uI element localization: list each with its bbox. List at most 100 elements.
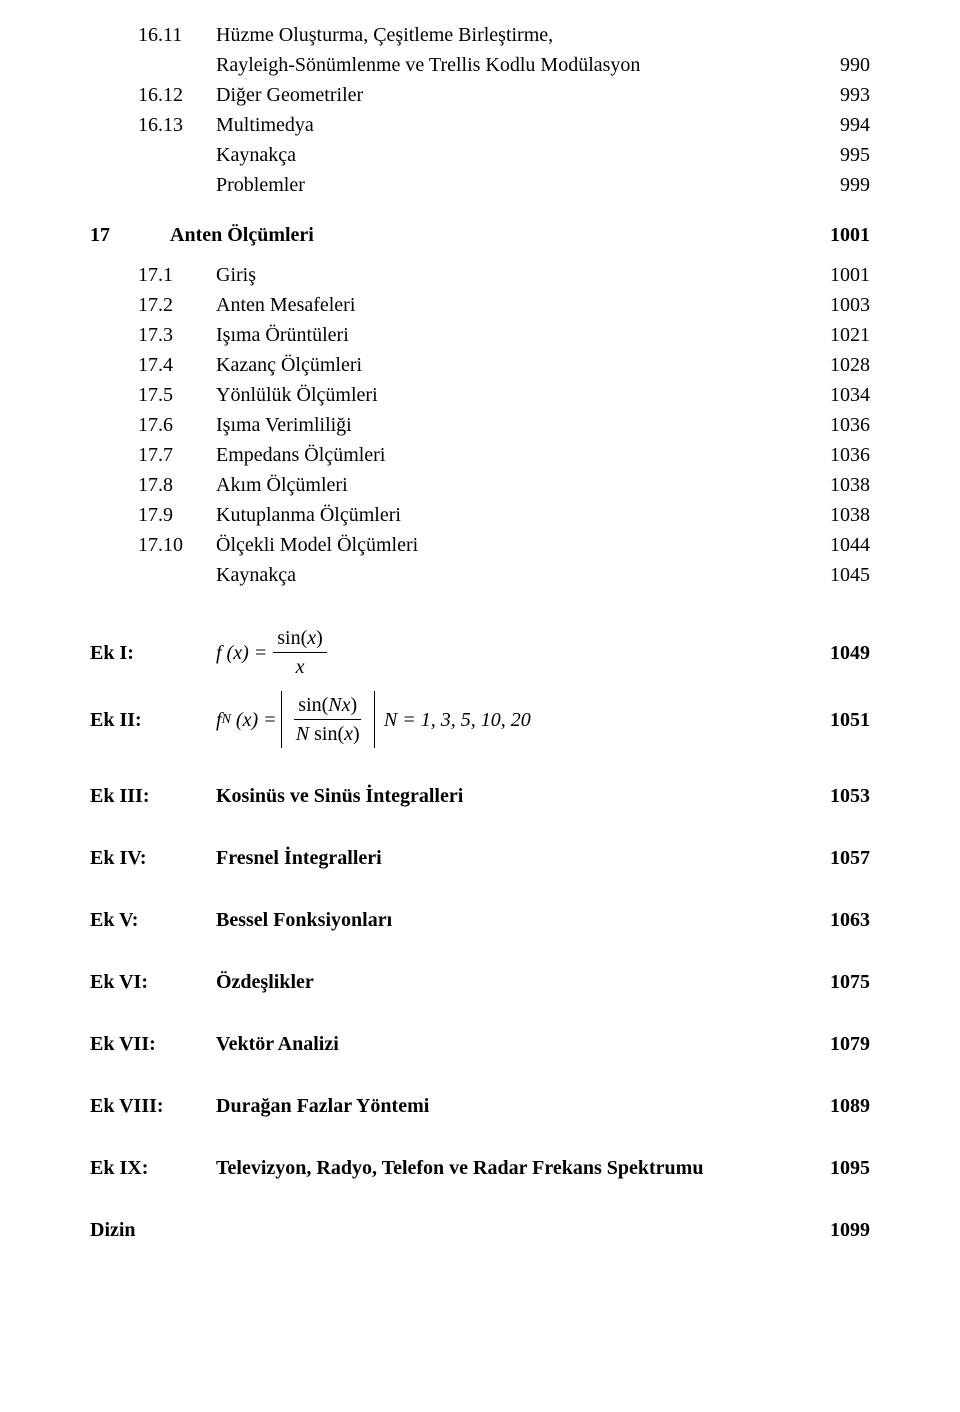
toc-entry: 17.4 Kazanç Ölçümleri 1028 — [90, 350, 870, 380]
appendix-label: Ek VII: — [90, 1030, 216, 1058]
page-number: 1003 — [810, 290, 870, 320]
index-label: Dizin — [90, 1216, 216, 1244]
toc-entry: 17.8 Akım Ölçümleri 1038 — [90, 470, 870, 500]
appendix-entry: Ek IV: Fresnel İntegralleri 1057 — [90, 844, 870, 872]
appendix-label: Ek V: — [90, 906, 216, 934]
appendix-entry: Ek VI: Özdeşlikler 1075 — [90, 968, 870, 996]
toc-entry: 17.2 Anten Mesafeleri 1003 — [90, 290, 870, 320]
toc-entry: 17.5 Yönlülük Ölçümleri 1034 — [90, 380, 870, 410]
page-number: 1075 — [810, 968, 870, 996]
appendix-formula: f (x) = sin(x) x — [216, 624, 810, 681]
section-number: 16.12 — [138, 80, 216, 110]
toc-entry: 17.7 Empedans Ölçümleri 1036 — [90, 440, 870, 470]
section-title: Empedans Ölçümleri — [216, 440, 810, 470]
page-number: 990 — [810, 50, 870, 80]
appendix-title: Özdeşlikler — [216, 968, 810, 996]
formula-lhs: (x) = — [236, 706, 277, 734]
page-number: 1038 — [810, 500, 870, 530]
page-number: 1034 — [810, 380, 870, 410]
section-number: 16.13 — [138, 110, 216, 140]
toc-page: 16.11 Hüzme Oluşturma, Çeşitleme Birleşt… — [0, 0, 960, 1412]
appendix-title: Durağan Fazlar Yöntemi — [216, 1092, 810, 1120]
section-number: 17.9 — [138, 500, 216, 530]
page-number: 1001 — [810, 220, 870, 250]
appendix-label: Ek II: — [90, 706, 216, 734]
chapter-number: 17 — [90, 220, 170, 250]
section-number: 17.8 — [138, 470, 216, 500]
section-number: 17.4 — [138, 350, 216, 380]
page-number: 1053 — [810, 782, 870, 810]
toc-entry: Kaynakça 995 — [90, 140, 870, 170]
appendix-title: Vektör Analizi — [216, 1030, 810, 1058]
toc-entry: 16.13 Multimedya 994 — [90, 110, 870, 140]
page-number: 1079 — [810, 1030, 870, 1058]
section-title: Hüzme Oluşturma, Çeşitleme Birleştirme, — [216, 20, 810, 50]
page-number: 1036 — [810, 410, 870, 440]
page-number: 994 — [810, 110, 870, 140]
page-number: 1095 — [810, 1154, 870, 1182]
formula-tail: N = 1, 3, 5, 10, 20 — [384, 706, 531, 734]
page-number: 1099 — [810, 1216, 870, 1244]
appendix-title: Fresnel İntegralleri — [216, 844, 810, 872]
index-entry: Dizin 1099 — [90, 1216, 870, 1244]
page-number: 995 — [810, 140, 870, 170]
appendix-label: Ek III: — [90, 782, 216, 810]
appendix-label: Ek IX: — [90, 1154, 216, 1182]
section-number: 17.2 — [138, 290, 216, 320]
appendix-entry: Ek IX: Televizyon, Radyo, Telefon ve Rad… — [90, 1154, 870, 1182]
page-number: 1063 — [810, 906, 870, 934]
toc-entry: 17.10 Ölçekli Model Ölçümleri 1044 — [90, 530, 870, 560]
section-title: Yönlülük Ölçümleri — [216, 380, 810, 410]
page-number: 1057 — [810, 844, 870, 872]
appendix-title: Televizyon, Radyo, Telefon ve Radar Frek… — [216, 1154, 810, 1182]
section-number: 17.3 — [138, 320, 216, 350]
toc-entry: Rayleigh-Sönümlenme ve Trellis Kodlu Mod… — [90, 50, 870, 80]
section-title: Rayleigh-Sönümlenme ve Trellis Kodlu Mod… — [216, 50, 810, 80]
section-number: 17.1 — [138, 260, 216, 290]
appendix-title: Kosinüs ve Sinüs İntegralleri — [216, 782, 810, 810]
section-number: 17.7 — [138, 440, 216, 470]
page-number: 1028 — [810, 350, 870, 380]
page-number: 993 — [810, 80, 870, 110]
toc-entry: Problemler 999 — [90, 170, 870, 200]
appendix-entry: Ek II: fN (x) = sin(Nx) N sin(x) N = 1, … — [90, 691, 870, 748]
toc-entry: 16.11 Hüzme Oluşturma, Çeşitleme Birleşt… — [90, 20, 870, 50]
appendix-entry: Ek VIII: Durağan Fazlar Yöntemi 1089 — [90, 1092, 870, 1120]
section-title: Ölçekli Model Ölçümleri — [216, 530, 810, 560]
page-number: 1038 — [810, 470, 870, 500]
page-number: 999 — [810, 170, 870, 200]
section-title: Kaynakça — [216, 140, 810, 170]
page-number: 1049 — [810, 639, 870, 667]
toc-entry: 17.1 Giriş 1001 — [90, 260, 870, 290]
formula-sub: N — [222, 710, 231, 730]
section-title: Diğer Geometriler — [216, 80, 810, 110]
appendix-formula: fN (x) = sin(Nx) N sin(x) N = 1, 3, 5, 1… — [216, 691, 810, 748]
appendix-entry: Ek III: Kosinüs ve Sinüs İntegralleri 10… — [90, 782, 870, 810]
section-title: Anten Mesafeleri — [216, 290, 810, 320]
appendix-label: Ek VIII: — [90, 1092, 216, 1120]
section-title: Işıma Verimliliği — [216, 410, 810, 440]
formula-den: x — [292, 653, 309, 681]
page-number: 1044 — [810, 530, 870, 560]
section-title: Işıma Örüntüleri — [216, 320, 810, 350]
section-title: Akım Ölçümleri — [216, 470, 810, 500]
formula-lhs: f (x) = — [216, 639, 267, 667]
page-number: 1045 — [810, 560, 870, 590]
section-title: Kutuplanma Ölçümleri — [216, 500, 810, 530]
chapter-title: Anten Ölçümleri — [170, 220, 810, 250]
section-number: 17.6 — [138, 410, 216, 440]
page-number: 1001 — [810, 260, 870, 290]
toc-entry: 17.9 Kutuplanma Ölçümleri 1038 — [90, 500, 870, 530]
appendix-label: Ek VI: — [90, 968, 216, 996]
section-title: Kazanç Ölçümleri — [216, 350, 810, 380]
page-number: 1051 — [810, 706, 870, 734]
section-title: Problemler — [216, 170, 810, 200]
section-title: Giriş — [216, 260, 810, 290]
section-number: 16.11 — [138, 20, 216, 50]
page-number: 1021 — [810, 320, 870, 350]
page-number: 1089 — [810, 1092, 870, 1120]
toc-entry: Kaynakça 1045 — [90, 560, 870, 590]
section-title: Kaynakça — [216, 560, 810, 590]
toc-entry: 17.6 Işıma Verimliliği 1036 — [90, 410, 870, 440]
chapter-entry: 17 Anten Ölçümleri 1001 — [90, 220, 870, 250]
